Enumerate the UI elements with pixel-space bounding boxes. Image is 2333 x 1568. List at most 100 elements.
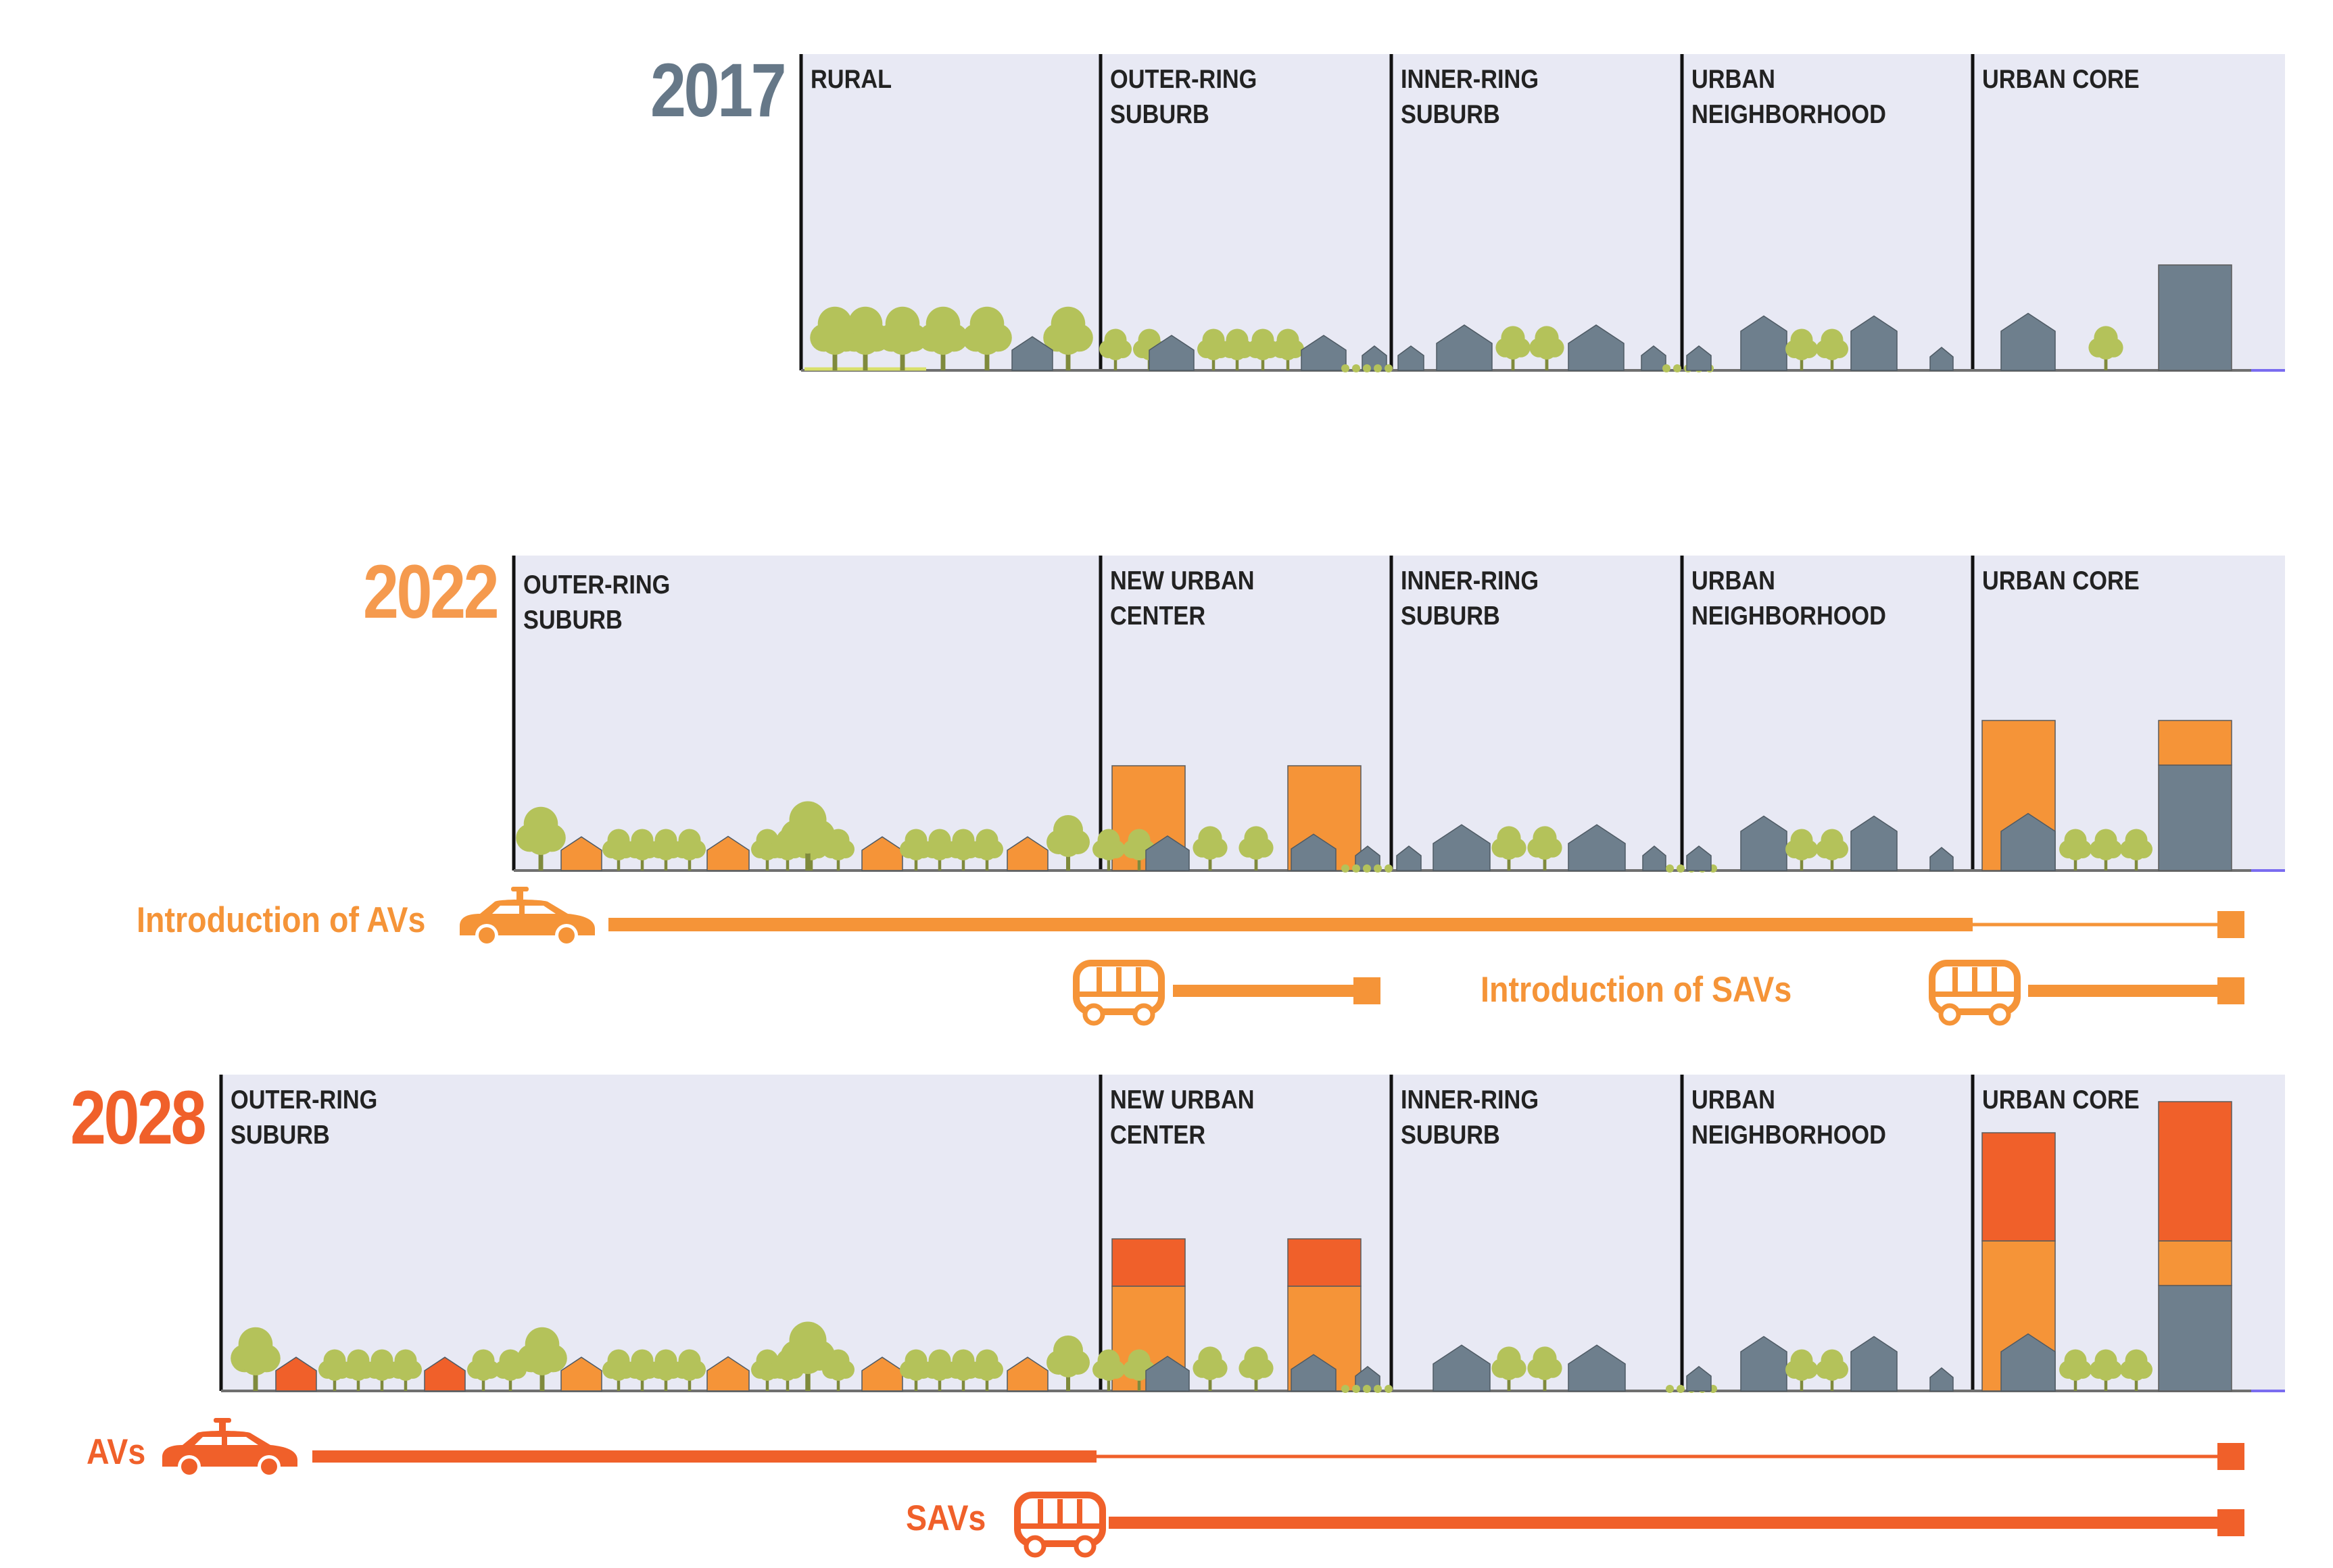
shrub (1363, 364, 1371, 372)
shrub (1662, 364, 1670, 372)
tree (1238, 826, 1274, 871)
house (1007, 836, 1049, 871)
house (1145, 1355, 1190, 1392)
tree (2090, 1349, 2122, 1391)
house (424, 1356, 466, 1392)
shrub (1341, 364, 1349, 372)
house (2000, 312, 2056, 371)
shrub (1677, 1385, 1685, 1393)
house (1396, 846, 1422, 871)
house (275, 1356, 317, 1392)
avs-label: AVs (87, 1432, 146, 1472)
house (1149, 335, 1195, 371)
shrub (1374, 864, 1382, 873)
shrub (1385, 864, 1393, 873)
shrub (1352, 364, 1360, 372)
tree (1123, 1349, 1155, 1391)
tree (673, 829, 706, 871)
tree (1816, 829, 1848, 871)
autonomous-car-icon (162, 1418, 297, 1478)
tree (231, 1327, 281, 1391)
house (1929, 847, 1954, 871)
house (1568, 824, 1626, 871)
zone-label: OUTER-RING SUBURB (523, 570, 671, 635)
house (1007, 1356, 1049, 1392)
timeline-end-cap (2217, 977, 2244, 1004)
shrub (1673, 364, 1681, 372)
timeline-end-cap (2217, 911, 2244, 938)
house (706, 1356, 750, 1392)
zone-label: URBAN NEIGHBORHOOD (1691, 65, 1886, 129)
tree (2090, 829, 2122, 871)
house (1568, 324, 1625, 371)
shrub (1341, 864, 1349, 873)
zone-label: OUTER-RING SUBURB (231, 1085, 378, 1150)
intro-savs-label: Introduction of SAVs (1481, 970, 1792, 1010)
tree (1491, 826, 1526, 871)
savs-label: SAVs (906, 1498, 986, 1538)
scenery-2017 (804, 264, 2232, 372)
house (1850, 1336, 1898, 1392)
tree (1238, 1346, 1274, 1391)
tree (1193, 1346, 1228, 1391)
tree (1816, 328, 1848, 370)
zone-label: NEW URBAN CENTER (1110, 1085, 1255, 1150)
house (1433, 824, 1491, 871)
house (1642, 846, 1666, 871)
tree (1527, 826, 1562, 871)
house (1850, 815, 1898, 871)
zone-label: URBAN CORE (1982, 1085, 2140, 1114)
house (1740, 815, 1787, 871)
house (861, 1356, 903, 1392)
tree (318, 1349, 351, 1391)
scenery-2022 (516, 720, 2232, 873)
house (1686, 345, 1712, 371)
shared-shuttle-icon (1073, 960, 1165, 1026)
house (1397, 345, 1424, 371)
urban-core-tower (2158, 720, 2232, 871)
shrub (1385, 1385, 1393, 1393)
tree (2120, 1349, 2152, 1391)
shrub (1677, 864, 1685, 873)
tree (781, 801, 835, 871)
house (1436, 324, 1493, 371)
house (1291, 1354, 1337, 1392)
timeline-end-cap (2217, 1509, 2244, 1536)
shrub (1363, 864, 1371, 873)
tree (650, 829, 682, 871)
house (1301, 335, 1347, 371)
house (861, 836, 903, 871)
shrub (1666, 864, 1674, 873)
house (1929, 1367, 1954, 1392)
zone-label: NEW URBAN CENTER (1110, 566, 1255, 631)
zone-label: OUTER-RING SUBURB (1110, 65, 1257, 129)
panel-2028 (221, 1075, 2285, 1391)
zone-label: RURAL (811, 65, 892, 94)
tree (673, 1349, 706, 1391)
tree (1527, 1346, 1562, 1391)
house (1686, 846, 1712, 871)
tree (971, 1349, 1003, 1391)
house (560, 836, 602, 871)
house (1568, 1344, 1626, 1392)
house (2000, 1333, 2056, 1392)
house (1362, 345, 1387, 371)
shared-shuttle-icon (1929, 960, 2021, 1026)
tree (1047, 815, 1090, 871)
tree (517, 1327, 567, 1391)
house (1145, 835, 1190, 871)
tree (467, 1349, 500, 1391)
house (2000, 812, 2056, 871)
tree (971, 829, 1003, 871)
house (1291, 833, 1337, 871)
tree (1221, 328, 1253, 370)
shrub (1363, 1385, 1371, 1393)
tree (1047, 1336, 1090, 1391)
year-label: 2017 (650, 48, 787, 132)
tree (1043, 306, 1093, 370)
house (1641, 345, 1666, 371)
tree (389, 1349, 422, 1391)
tree (1197, 328, 1230, 370)
shrub (1341, 1385, 1349, 1393)
